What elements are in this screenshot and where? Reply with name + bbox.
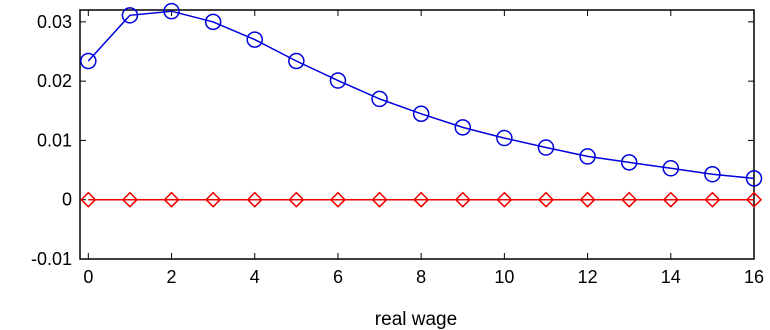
y-axis: -0.01 0 0.01 0.02 0.03	[31, 12, 754, 269]
series-1	[80, 2, 763, 187]
x-axis: 0 2 4 6 8 10 12 14 16	[83, 10, 764, 287]
data-point-circle	[412, 105, 430, 122]
data-point-diamond	[205, 191, 222, 208]
x-tick-label: 2	[167, 267, 177, 287]
x-tick-label: 4	[250, 267, 260, 287]
data-point-diamond	[288, 191, 305, 208]
data-point-circle	[537, 139, 555, 156]
data-point-circle	[745, 170, 763, 187]
y-tick-label: 0.01	[37, 130, 72, 150]
data-point-circle	[204, 13, 222, 31]
data-point-diamond	[745, 191, 763, 208]
data-point-circle	[496, 129, 513, 147]
data-point-diamond	[537, 191, 555, 208]
data-point-diamond	[121, 191, 138, 208]
data-point-diamond	[704, 191, 721, 208]
y-tick-label: -0.01	[31, 249, 72, 269]
y-tick-label: 0.02	[37, 71, 72, 91]
data-point-diamond	[163, 191, 180, 208]
data-point-diamond	[662, 191, 679, 208]
data-point-circle	[80, 52, 97, 70]
data-point-circle	[454, 119, 472, 136]
data-point-diamond	[371, 191, 388, 208]
series-2	[80, 191, 763, 208]
data-point-diamond	[621, 191, 638, 208]
x-axis-label: real wage	[375, 309, 457, 330]
data-point-circle	[121, 7, 139, 24]
data-point-circle	[163, 2, 180, 20]
x-tick-label: 6	[333, 267, 343, 287]
data-point-circle	[620, 154, 638, 171]
data-point-diamond	[579, 191, 596, 208]
data-point-diamond	[80, 191, 97, 208]
x-tick-label: 8	[416, 267, 426, 287]
x-tick-label: 12	[578, 267, 598, 287]
data-point-diamond	[496, 191, 513, 208]
series-layer	[80, 2, 763, 208]
data-point-circle	[246, 31, 263, 48]
y-tick-label: 0.03	[37, 12, 72, 32]
x-tick-label: 14	[661, 267, 681, 287]
data-point-circle	[704, 165, 721, 183]
x-tick-label: 10	[494, 267, 514, 287]
data-point-circle	[662, 160, 680, 177]
data-point-circle	[579, 148, 596, 165]
data-point-diamond	[246, 191, 263, 208]
plot-area	[79, 9, 755, 260]
y-tick-label: 0	[62, 190, 72, 210]
data-point-circle	[329, 72, 347, 89]
data-point-diamond	[454, 191, 471, 208]
x-tick-label: 16	[744, 267, 764, 287]
data-point-diamond	[413, 191, 430, 208]
data-point-circle	[371, 90, 388, 108]
data-point-circle	[288, 52, 305, 70]
data-point-diamond	[329, 191, 347, 208]
series-line	[87, 10, 755, 180]
x-tick-label: 0	[83, 267, 93, 287]
